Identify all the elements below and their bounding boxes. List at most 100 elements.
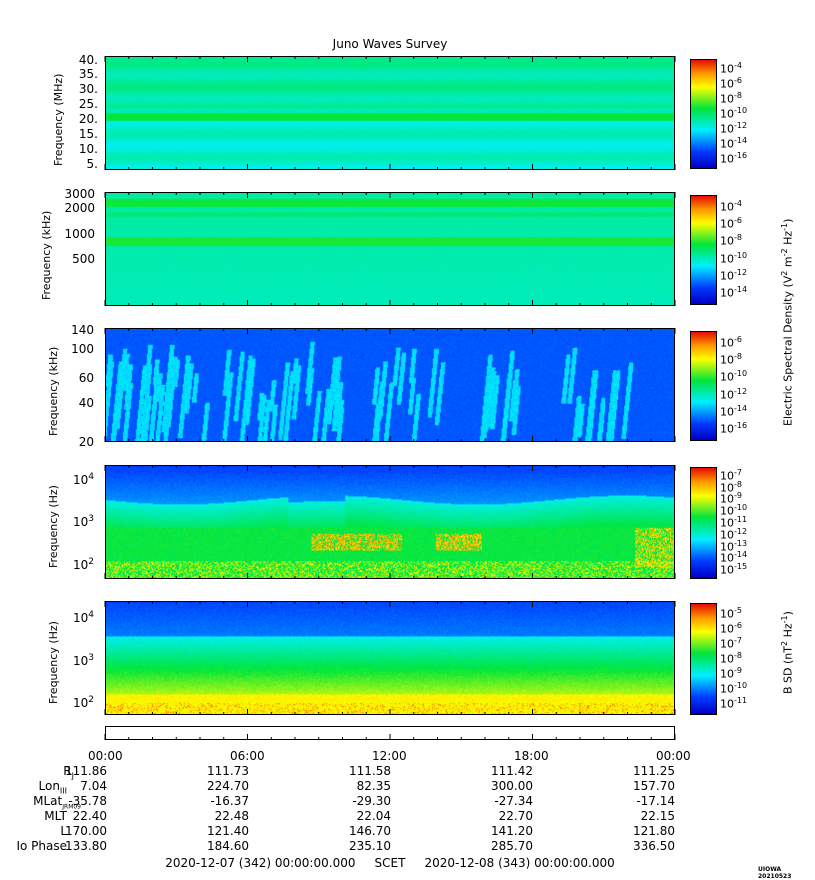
colorbar-tick-label: 10-7 [720,467,742,483]
ytick-label: 500 [72,252,95,266]
ytick-label: 20. [78,112,98,126]
time-tick-label: 18:00 [514,749,549,763]
spectrogram-panel-1 [105,56,675,170]
colorbar-tick-label: 10-8 [720,352,742,367]
spectrogram-heatmap-1 [106,57,674,169]
colorbar-tick-label: 10-9 [720,666,742,681]
ytick-label: 3000 [64,187,95,201]
colorbar-tick-label: 10-12 [720,386,748,402]
ephemeris-value: 133.80 [65,839,107,853]
ephemeris-value: 111.86 [65,764,107,778]
colorbar-title-magnetic: B SD (nT2 Hz-1) [780,611,795,694]
chart-title: Juno Waves Survey [332,37,448,51]
ephemeris-value: 121.40 [207,824,249,838]
ephemeris-label-mlt: MLT [44,809,67,823]
spectrogram-heatmap-3 [106,329,674,441]
ephemeris-label-lon: LonIII [38,779,68,796]
time-tick-label: 06:00 [230,749,265,763]
ephemeris-value: 22.70 [498,809,533,823]
ytick-label: 20 [78,435,94,449]
ephemeris-value: 285.70 [491,839,533,853]
colorbar-tick-label: 10-10 [720,106,748,121]
colorbar-tick-label: 10-6 [720,216,742,231]
colorbar-tick-label: 10-8 [720,651,742,666]
ephemeris-value: -35.78 [68,794,107,808]
ytick-label: 5. [86,157,98,171]
colorbar-tick-label: 10-6 [720,620,742,636]
ytick-label: 103 [72,653,94,668]
colorbar-tick-label: 10-12 [720,120,748,136]
colorbar-tick-label: 10-8 [720,91,742,106]
ephemeris-value: 111.25 [633,764,675,778]
colorbar-2 [690,195,717,305]
colorbar-tick-label: 10-12 [720,268,748,283]
y-axis-label-3: Frequency (kHz) [47,346,60,436]
ytick-label: 140 [71,323,94,337]
version-stamp: UIOWA 20210523 [758,866,792,880]
spectrogram-panel-2 [105,192,675,306]
ephemeris-value: 224.70 [207,779,249,793]
y-axis-label-2: Frequency (kHz) [40,210,53,300]
ephemeris-value: 141.20 [491,824,533,838]
ephemeris-value: 7.04 [80,779,107,793]
spectrogram-heatmap-2 [106,193,674,305]
colorbar-tick-label: 10-9 [720,491,742,507]
ephemeris-value: 235.10 [349,839,391,853]
colorbar-tick-label: 10-10 [720,369,748,384]
ytick-label: 100 [71,342,94,356]
colorbar-1 [690,59,717,169]
ephemeris-label-rj: RJ [63,764,74,781]
colorbar-tick-label: 10-6 [720,76,742,91]
colorbar-tick-label: 10-10 [720,250,748,266]
colorbar-tick-label: 10-6 [720,334,742,350]
colorbar-tick-label: 10-5 [720,605,742,621]
ytick-label: 15. [78,127,98,141]
ephemeris-label-mlat: MLatJRM09 [33,794,81,811]
ephemeris-value: 111.42 [491,764,533,778]
colorbar-tick-label: 10-12 [720,526,748,542]
ephemeris-value: -29.30 [352,794,391,808]
footer-scet: 2020-12-07 (342) 00:00:00.000 SCET 2020-… [165,856,615,870]
ephemeris-value: 111.58 [349,764,391,778]
colorbar-tick-label: 10-4 [720,198,742,214]
colorbar-tick-label: 10-8 [720,233,742,248]
colorbar-tick-label: 10-14 [720,135,748,151]
ytick-label: 25. [78,97,98,111]
ephemeris-value: -27.34 [494,794,533,808]
ytick-label: 102 [72,557,94,572]
ytick-label: 102 [72,695,94,710]
spectrogram-heatmap-4 [106,466,674,578]
ephemeris-value: 121.80 [633,824,675,838]
time-tick-label: 12:00 [372,749,407,763]
colorbar-tick-label: 10-13 [720,538,748,554]
colorbar-tick-label: 10-16 [720,421,748,436]
ephemeris-value: 22.40 [72,809,107,823]
colorbar-tick-label: 10-8 [720,479,742,495]
colorbar-tick-label: 10-10 [720,503,748,518]
ephemeris-value: 111.73 [207,764,249,778]
ytick-label: 2000 [64,201,95,215]
ephemeris-value: 22.48 [214,809,249,823]
ephemeris-label-io-phase: Io Phase [16,839,67,853]
ephemeris-value: -16.37 [210,794,249,808]
ephemeris-value: 157.70 [633,779,675,793]
ytick-label: 40 [78,396,94,410]
ephemeris-value: -17.14 [636,794,675,808]
colorbar-3 [690,331,717,441]
ytick-label: 10. [78,142,98,156]
ephemeris-value: 82.35 [356,779,391,793]
time-tick-label: 00:00 [656,749,691,763]
ytick-label: 40. [78,53,98,67]
spectrogram-panel-4 [105,465,675,579]
y-axis-label-4: Frequency (Hz) [47,485,60,568]
ytick-label: 1000 [64,227,95,241]
colorbar-tick-label: 10-11 [720,696,748,712]
colorbar-tick-label: 10-10 [720,681,748,696]
y-axis-label-5: Frequency (Hz) [47,621,60,704]
colorbar-tick-label: 10-7 [720,635,742,651]
colorbar-5 [690,603,717,715]
ephemeris-label-l: L [60,824,67,838]
colorbar-tick-label: 10-14 [720,550,748,565]
colorbar-4 [690,467,717,579]
spectrogram-heatmap-5 [106,602,674,714]
